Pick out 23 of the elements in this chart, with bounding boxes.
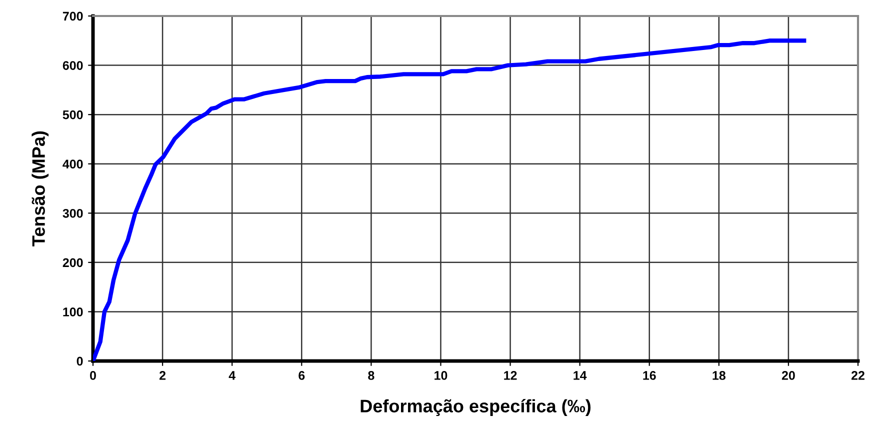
y-tick-label: 500 xyxy=(62,110,83,120)
y-tick-label: 700 xyxy=(62,12,83,21)
y-tick-label: 200 xyxy=(62,258,83,268)
x-tick-label: 8 xyxy=(368,371,374,380)
x-tick-label: 4 xyxy=(228,371,236,380)
x-tick-label: 10 xyxy=(434,371,448,380)
y-axis-title: Tensão (MPa) xyxy=(32,131,49,246)
x-tick-label: 6 xyxy=(298,371,305,380)
x-tick-label: 14 xyxy=(574,371,587,380)
x-tick-label: 2 xyxy=(160,371,166,380)
y-tick-label: 300 xyxy=(62,208,83,218)
y-tick-label: 0 xyxy=(76,356,83,366)
x-tick-label: 18 xyxy=(712,371,726,380)
y-tick-label: 100 xyxy=(63,308,83,316)
x-tick-label: 16 xyxy=(643,371,656,380)
x-tick-label: 20 xyxy=(782,371,795,380)
x-tick-label: 0 xyxy=(90,371,96,380)
y-tick-label: 400 xyxy=(62,160,83,169)
x-axis-title: Deformação específica (‰) xyxy=(360,399,591,416)
y-tick-label: 600 xyxy=(62,61,83,70)
x-tick-label: 22 xyxy=(851,371,864,380)
line-series xyxy=(93,38,806,361)
x-tick-label: 12 xyxy=(504,371,517,380)
